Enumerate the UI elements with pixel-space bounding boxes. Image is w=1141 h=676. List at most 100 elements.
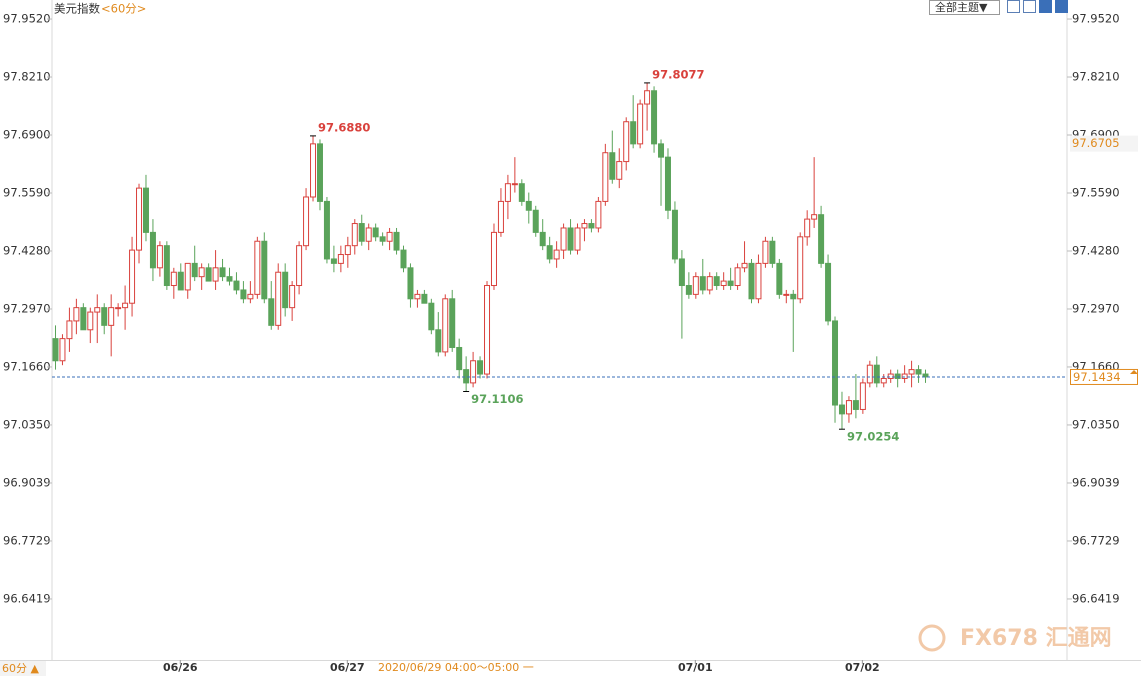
candle-body	[247, 293, 254, 300]
y-tick-label: 97.4280	[3, 243, 51, 257]
candle-body	[240, 289, 247, 300]
theme-button[interactable]	[929, 0, 1000, 15]
candle-body	[379, 236, 386, 242]
candle-body	[762, 240, 769, 264]
extreme-label: 97.8077	[652, 67, 704, 81]
candle-body	[818, 214, 825, 264]
theme-button-label[interactable]: 全部主题▼	[935, 0, 988, 14]
candle-body	[59, 338, 66, 362]
candle-body	[254, 240, 261, 295]
candle-body	[52, 338, 59, 362]
toolbar-icons	[1007, 0, 1068, 13]
candle-body	[219, 267, 226, 278]
cursor-price-box	[1070, 135, 1138, 152]
candle-body	[595, 200, 602, 229]
candle-body	[887, 373, 894, 379]
candle-body	[275, 271, 282, 326]
candle-body	[873, 364, 880, 384]
candle-body	[706, 276, 713, 291]
candle-body	[358, 223, 365, 242]
candle-body	[205, 267, 212, 282]
candle-body	[658, 143, 665, 158]
candle-body	[233, 280, 240, 291]
y2-tick-label: 97.2970	[1072, 301, 1120, 315]
y-tick-label: 97.8210	[3, 70, 51, 84]
candle-body	[852, 400, 859, 410]
last-price-box	[1070, 368, 1138, 385]
candle-body	[776, 262, 783, 295]
candle-body	[122, 302, 129, 309]
candle-body	[644, 90, 651, 105]
y2-tick-label: 96.7729	[1072, 533, 1120, 547]
candle-body	[156, 245, 163, 269]
candle-body	[922, 373, 929, 378]
candle-body	[421, 293, 428, 304]
nav-icon[interactable]	[1055, 0, 1068, 13]
candle-body	[108, 307, 115, 326]
candle-body	[539, 231, 546, 247]
y-tick-label: 97.2970	[3, 301, 51, 315]
zoom-icon[interactable]	[1007, 0, 1020, 13]
candle-body	[435, 329, 442, 353]
candle-body	[163, 245, 170, 287]
candle-body	[149, 231, 156, 269]
candle-body	[142, 187, 149, 233]
y-tick-label: 97.6900	[3, 128, 51, 142]
candle-body	[685, 285, 692, 295]
candle-body	[470, 360, 477, 384]
candle-body	[477, 360, 484, 375]
candle-body	[532, 209, 539, 233]
candle-body	[727, 280, 734, 287]
candle-body	[720, 280, 727, 287]
candle-body	[212, 267, 219, 282]
candle-body	[184, 262, 191, 291]
nav-icon[interactable]	[1039, 0, 1052, 13]
candle-body	[574, 227, 581, 251]
candle-body	[623, 121, 630, 163]
candle-body	[511, 183, 518, 186]
candle-body	[769, 240, 776, 264]
candle-body	[859, 382, 866, 410]
candle-body	[303, 196, 310, 247]
candle-body	[490, 231, 497, 287]
y-tick-label: 97.1660	[3, 359, 51, 373]
watermark: FX678 汇通网	[960, 626, 1112, 651]
x-tick-label: 06/27	[330, 661, 365, 674]
candle-body	[811, 214, 818, 220]
candle-body	[560, 227, 567, 251]
period-label: <60分>	[101, 2, 146, 16]
candle-body	[783, 293, 790, 296]
candle-body	[428, 302, 435, 331]
period-tab-bg[interactable]	[0, 661, 46, 676]
candle-body	[80, 307, 87, 331]
y-tick-label: 96.6419	[3, 591, 51, 605]
y-tick-label: 97.9520	[3, 12, 51, 26]
candle-body	[442, 298, 449, 353]
candle-body	[671, 209, 678, 260]
candle-body	[136, 187, 143, 251]
candle-body	[748, 262, 755, 300]
candle-body	[344, 245, 351, 256]
zoom-icon[interactable]	[1023, 0, 1036, 13]
candle-body	[407, 267, 414, 300]
candle-body	[449, 298, 456, 348]
candle-body	[734, 267, 741, 287]
candle-body	[504, 183, 511, 202]
y2-tick-label: 96.9039	[1072, 475, 1120, 489]
candle-body	[330, 258, 337, 264]
extreme-label: 97.1106	[471, 392, 523, 406]
candle-body	[901, 373, 908, 379]
candle-body	[337, 254, 344, 264]
last-price-arrow	[1130, 369, 1138, 374]
candle-body	[616, 161, 623, 180]
candle-body	[699, 276, 706, 291]
candle-body	[588, 223, 595, 229]
x-tick-label: 07/02	[845, 661, 880, 674]
period-tab[interactable]: 60分 ▲	[2, 662, 39, 675]
candle-body	[581, 223, 588, 229]
candle-body	[894, 373, 901, 379]
candle-body	[400, 249, 407, 269]
candle-body	[226, 276, 233, 282]
extreme-label: 97.6880	[318, 120, 370, 134]
